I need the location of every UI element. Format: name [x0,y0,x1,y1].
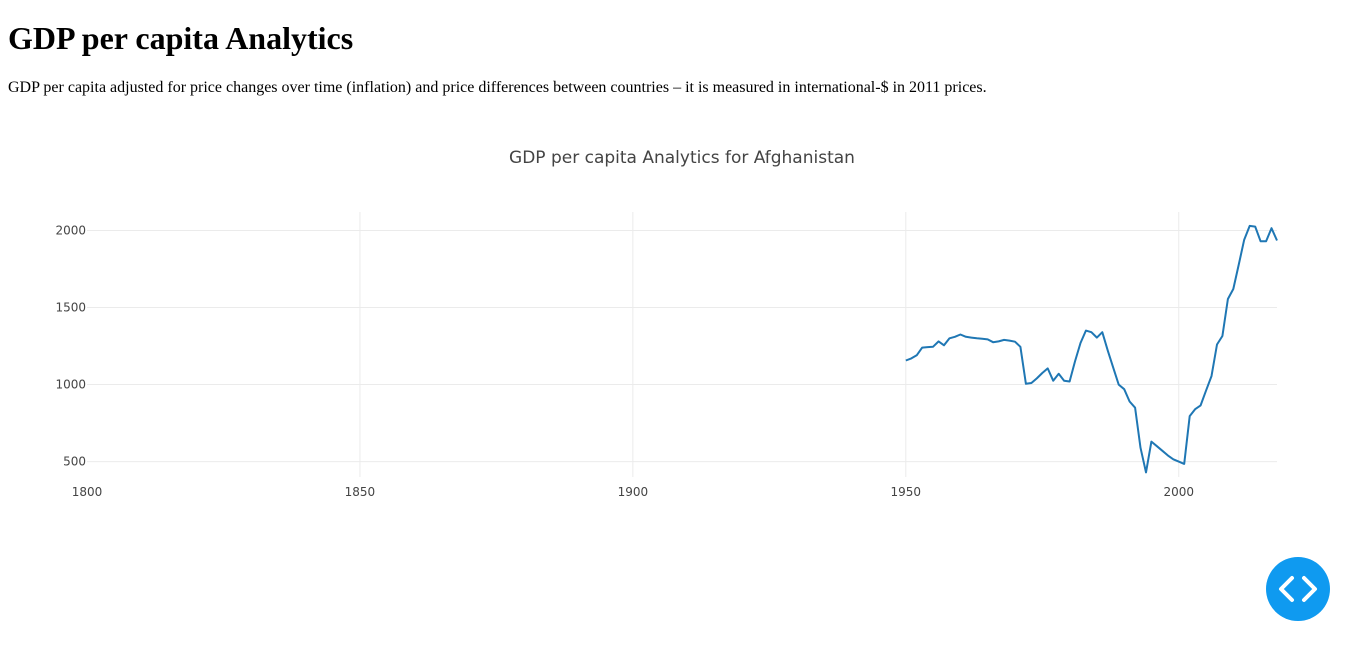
y-tick-label: 500 [63,455,86,469]
x-tick-label: 1950 [891,485,922,499]
y-tick-label: 1000 [55,378,86,392]
series-line [905,224,1278,474]
x-tick-label: 2000 [1163,485,1194,499]
x-tick-label: 1850 [345,485,376,499]
chart-svg: GDP per capita Analytics for Afghanistan… [55,148,1278,499]
x-tick-label: 1900 [618,485,649,499]
grid-layer [87,212,1277,477]
code-icon [1279,576,1317,602]
x-axis-ticks: 1800 1850 1900 1950 2000 [72,485,1194,499]
y-axis-ticks: 500 1000 1500 2000 [55,223,86,468]
code-toggle-button[interactable] [1266,557,1330,621]
series-layer [905,224,1278,474]
page-description: GDP per capita adjusted for price change… [8,79,987,96]
chart-title: GDP per capita Analytics for Afghanistan [509,148,855,168]
x-tick-label: 1800 [72,485,103,499]
gdp-chart: GDP per capita Analytics for Afghanistan… [0,130,1365,530]
y-tick-label: 1500 [55,301,86,315]
y-tick-label: 2000 [55,223,86,237]
page-title: GDP per capita Analytics [8,20,354,56]
